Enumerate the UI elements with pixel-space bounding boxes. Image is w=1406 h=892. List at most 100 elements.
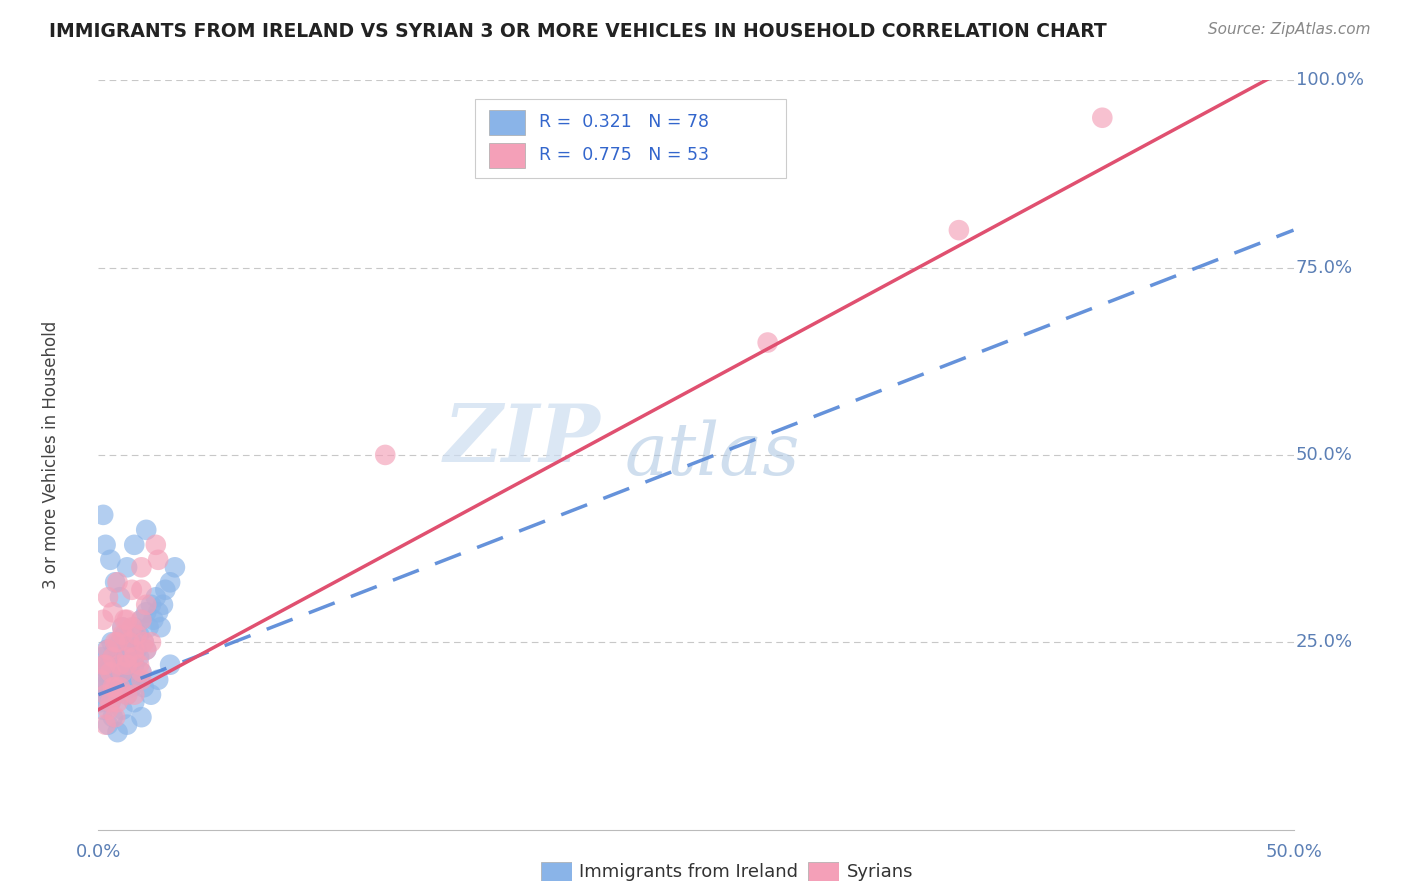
Point — [139, 688, 162, 702]
Point — [107, 673, 129, 687]
Point — [124, 695, 146, 709]
Point — [104, 635, 127, 649]
Text: IMMIGRANTS FROM IRELAND VS SYRIAN 3 OR MORE VEHICLES IN HOUSEHOLD CORRELATION CH: IMMIGRANTS FROM IRELAND VS SYRIAN 3 OR M… — [49, 22, 1107, 41]
Point — [98, 665, 122, 680]
Point — [94, 688, 117, 702]
Point — [163, 560, 186, 574]
Point — [104, 642, 127, 657]
Point — [139, 635, 162, 649]
Point — [103, 665, 125, 680]
Point — [135, 523, 157, 537]
Point — [111, 665, 134, 680]
Point — [89, 665, 111, 680]
Point — [114, 628, 136, 642]
Point — [101, 650, 124, 665]
Point — [148, 673, 170, 687]
Point — [91, 673, 114, 687]
Point — [115, 650, 138, 665]
Point — [104, 680, 127, 694]
Point — [98, 673, 121, 687]
Point — [948, 223, 970, 237]
Point — [131, 665, 153, 680]
Point — [159, 575, 181, 590]
Point — [125, 642, 148, 657]
Text: Source: ZipAtlas.com: Source: ZipAtlas.com — [1208, 22, 1371, 37]
Text: 3 or more Vehicles in Household: 3 or more Vehicles in Household — [42, 321, 59, 589]
Text: R =  0.321   N = 78: R = 0.321 N = 78 — [540, 113, 710, 131]
Point — [142, 613, 165, 627]
Point — [98, 553, 122, 567]
Point — [105, 657, 128, 672]
Point — [107, 575, 129, 590]
Point — [97, 703, 120, 717]
Point — [121, 620, 143, 634]
Point — [96, 642, 118, 657]
Point — [132, 680, 155, 694]
Point — [108, 635, 131, 649]
Point — [111, 620, 134, 634]
Point — [131, 582, 153, 597]
Point — [94, 688, 117, 702]
Point — [97, 665, 120, 680]
Point — [131, 673, 153, 687]
Point — [138, 620, 160, 634]
Point — [124, 538, 146, 552]
Point — [118, 657, 141, 672]
Point — [135, 605, 157, 619]
Text: Syrians: Syrians — [846, 863, 912, 881]
Point — [115, 657, 138, 672]
Point — [90, 673, 112, 687]
Point — [108, 680, 131, 694]
Point — [374, 448, 396, 462]
FancyBboxPatch shape — [489, 144, 524, 168]
Point — [91, 657, 114, 672]
Point — [145, 591, 167, 605]
Point — [111, 628, 134, 642]
Point — [110, 665, 132, 680]
Point — [131, 665, 153, 680]
Point — [101, 605, 124, 619]
Text: 75.0%: 75.0% — [1296, 259, 1353, 277]
Point — [94, 538, 117, 552]
Point — [114, 613, 136, 627]
Point — [149, 620, 172, 634]
Point — [135, 642, 157, 657]
Text: ZIP: ZIP — [443, 401, 600, 479]
Point — [131, 613, 153, 627]
Point — [131, 560, 153, 574]
Point — [94, 688, 117, 702]
Point — [159, 657, 181, 672]
Point — [91, 508, 114, 522]
Point — [97, 717, 120, 731]
Point — [132, 635, 155, 649]
Point — [128, 657, 150, 672]
Point — [121, 582, 143, 597]
Point — [118, 665, 141, 680]
Point — [101, 673, 124, 687]
Point — [98, 695, 122, 709]
Text: Immigrants from Ireland: Immigrants from Ireland — [579, 863, 799, 881]
Point — [97, 642, 120, 657]
Point — [90, 695, 112, 709]
Point — [124, 620, 146, 634]
Point — [135, 642, 157, 657]
Point — [135, 598, 157, 612]
Text: 100.0%: 100.0% — [1296, 71, 1364, 89]
Point — [1091, 111, 1114, 125]
Text: atlas: atlas — [624, 419, 800, 491]
Point — [98, 695, 122, 709]
Point — [128, 628, 150, 642]
Point — [108, 680, 131, 694]
Point — [90, 680, 112, 694]
Point — [97, 591, 120, 605]
Point — [108, 591, 131, 605]
Point — [124, 688, 146, 702]
Point — [756, 335, 779, 350]
Point — [128, 650, 150, 665]
Point — [94, 657, 117, 672]
Point — [115, 688, 138, 702]
Point — [111, 620, 134, 634]
Point — [104, 575, 127, 590]
Point — [155, 582, 177, 597]
Point — [107, 695, 129, 709]
